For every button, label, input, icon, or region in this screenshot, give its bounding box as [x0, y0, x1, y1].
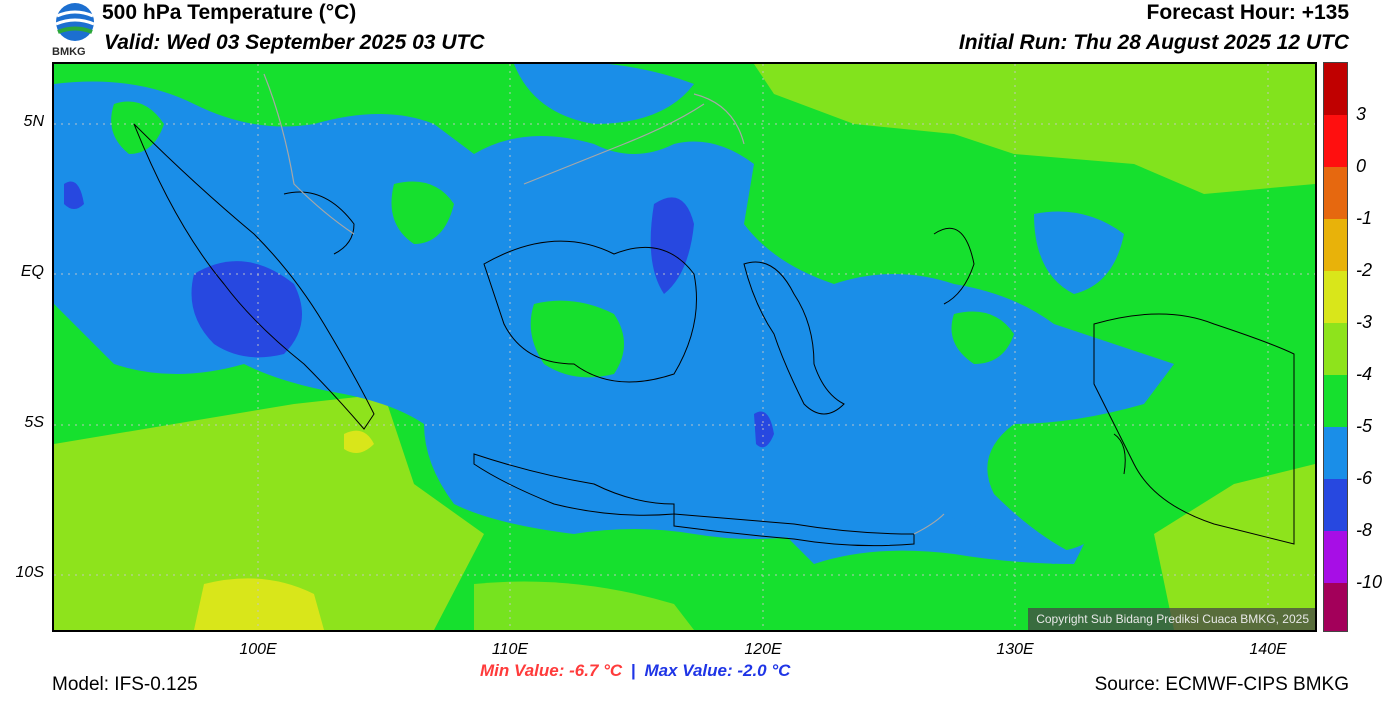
colorbar-segment [1324, 479, 1347, 531]
lon-label-100e: 100E [239, 641, 277, 658]
colorbar-segment [1324, 63, 1347, 115]
colorbar-segment [1324, 219, 1347, 271]
lon-label-140e: 140E [1249, 641, 1287, 658]
colorbar-segment [1324, 531, 1347, 583]
colorbar [1323, 62, 1348, 632]
colorbar-segment [1324, 427, 1347, 479]
colorbar-segment [1324, 583, 1347, 631]
colorbar-segment [1324, 375, 1347, 427]
colorbar-label: -4 [1356, 364, 1373, 384]
lon-label-130e: 130E [996, 641, 1034, 658]
colorbar-label: -3 [1356, 312, 1373, 332]
source-label: Source: ECMWF-CIPS BMKG [1094, 674, 1349, 695]
colorbar-label: -6 [1356, 468, 1373, 488]
forecast-hour: Forecast Hour: +135 [1146, 1, 1350, 24]
logo-text: BMKG [52, 46, 86, 58]
lat-label-eq: EQ [20, 263, 44, 280]
map-title: 500 hPa Temperature (°C) [102, 1, 357, 24]
colorbar-segment [1324, 323, 1347, 375]
map-canvas [54, 64, 1315, 630]
min-value: Min Value: -6.7 °C [480, 661, 623, 680]
lat-label-10s: 10S [15, 564, 44, 581]
coastlines [133, 123, 1295, 547]
colorbar-label: 0 [1356, 156, 1367, 176]
colorbar-label: -2 [1356, 260, 1373, 280]
initial-run: Initial Run: Thu 28 August 2025 12 UTC [958, 31, 1349, 54]
bmkg-logo [52, 0, 98, 60]
max-value: Max Value: -2.0 °C [644, 661, 791, 680]
colorbar-segment [1324, 271, 1347, 323]
colorbar-label: -10 [1356, 572, 1383, 592]
colorbar-label: -5 [1356, 416, 1373, 436]
colorbar-label: -1 [1356, 208, 1373, 228]
lat-label-5s: 5S [24, 414, 44, 431]
colorbar-segment [1324, 115, 1347, 167]
colorbar-segment [1324, 167, 1347, 219]
model-label: Model: IFS-0.125 [52, 674, 198, 695]
lon-label-120e: 120E [744, 641, 782, 658]
colorbar-label: -8 [1356, 520, 1373, 540]
separator: | [630, 661, 636, 680]
lon-label-110e: 110E [491, 641, 529, 658]
temperature-map [52, 62, 1317, 632]
colorbar-label: 3 [1356, 104, 1367, 124]
copyright-notice: Copyright Sub Bidang Prediksi Cuaca BMKG… [1028, 608, 1315, 630]
valid-time: Valid: Wed 03 September 2025 03 UTC [104, 31, 485, 54]
min-max-values: Min Value: -6.7 °C | Max Value: -2.0 °C [480, 661, 790, 681]
lat-label-5n: 5N [23, 113, 44, 130]
